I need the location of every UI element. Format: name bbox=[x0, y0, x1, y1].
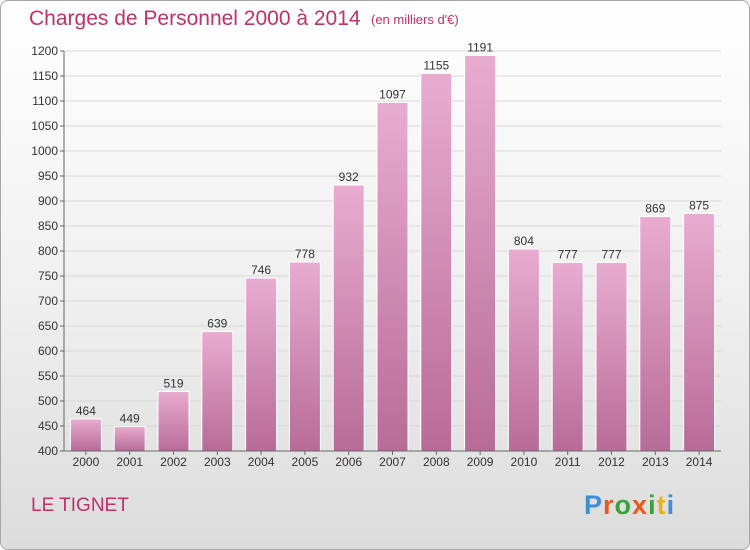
y-tick-label: 1100 bbox=[32, 94, 58, 108]
logo-letter: i bbox=[648, 490, 657, 520]
y-tick-label: 850 bbox=[38, 219, 58, 233]
data-label: 777 bbox=[558, 248, 578, 262]
bar bbox=[113, 426, 146, 452]
x-tick-label: 2003 bbox=[204, 455, 231, 469]
x-tick-label: 2008 bbox=[423, 455, 450, 469]
x-tick-label: 2005 bbox=[292, 455, 319, 469]
y-tick-label: 1000 bbox=[31, 144, 58, 158]
y-axis-ticks: 400 450 500 550 600 650 700 750 800 850 900 950 1000… bbox=[31, 44, 64, 458]
y-tick-label: 500 bbox=[38, 394, 58, 408]
data-label: 1191 bbox=[467, 41, 493, 55]
bar bbox=[639, 216, 672, 452]
data-label: 875 bbox=[689, 199, 709, 213]
x-tick-label: 2014 bbox=[686, 455, 713, 469]
data-labels: 464 449 519 639 746 778 932 1097 1155 1191 804 777 7… bbox=[76, 41, 710, 426]
bar bbox=[683, 213, 716, 452]
y-tick-label: 700 bbox=[38, 294, 58, 308]
data-label: 639 bbox=[207, 317, 227, 331]
y-tick-label: 600 bbox=[38, 344, 58, 358]
bar bbox=[157, 391, 190, 452]
y-tick-label: 900 bbox=[38, 194, 58, 208]
axes bbox=[63, 51, 721, 452]
bar bbox=[69, 418, 102, 452]
logo-letter: x bbox=[632, 490, 649, 520]
data-label: 746 bbox=[251, 263, 271, 277]
logo-letter: r bbox=[603, 490, 615, 520]
commune-name: LE TIGNET bbox=[31, 495, 129, 516]
y-tick-label: 550 bbox=[38, 369, 58, 383]
y-tick-label: 1050 bbox=[31, 119, 58, 133]
bar bbox=[332, 184, 365, 452]
logo-letter: t bbox=[656, 490, 667, 520]
data-label: 519 bbox=[163, 377, 183, 391]
y-tick-label: 950 bbox=[38, 169, 58, 183]
y-tick-label: 400 bbox=[38, 444, 58, 458]
x-tick-label: 2012 bbox=[598, 455, 625, 469]
x-tick-label: 2013 bbox=[642, 455, 669, 469]
bar bbox=[595, 262, 628, 452]
logo-letter: o bbox=[614, 490, 633, 520]
bar bbox=[288, 261, 321, 452]
bar bbox=[507, 248, 540, 452]
chart-title: Charges de Personnel 2000 à 2014 bbox=[29, 7, 361, 30]
x-tick-label: 2002 bbox=[160, 455, 187, 469]
proxiti-logo: Proxiti bbox=[584, 490, 675, 521]
data-label: 449 bbox=[120, 412, 140, 426]
x-tick-label: 2010 bbox=[511, 455, 538, 469]
logo-letter: P bbox=[584, 490, 604, 520]
y-tick-label: 1200 bbox=[31, 44, 58, 58]
x-tick-label: 2011 bbox=[555, 455, 581, 469]
data-label: 1155 bbox=[423, 59, 449, 73]
bars bbox=[69, 55, 716, 452]
x-axis-ticks: 2000 2001 2002 2003 2004 2005 2006 2007 2008 2009… bbox=[73, 451, 713, 469]
x-tick-label: 2006 bbox=[335, 455, 362, 469]
x-tick-label: 2000 bbox=[73, 455, 100, 469]
bar bbox=[245, 277, 278, 452]
chart-unit-note: (en milliers d'€) bbox=[371, 12, 459, 27]
x-tick-label: 2001 bbox=[116, 455, 143, 469]
x-tick-label: 2009 bbox=[467, 455, 494, 469]
data-label: 777 bbox=[601, 248, 621, 262]
bar bbox=[376, 102, 409, 452]
y-tick-label: 450 bbox=[38, 419, 58, 433]
bar bbox=[201, 331, 234, 452]
bar bbox=[464, 55, 497, 452]
y-tick-label: 800 bbox=[38, 244, 58, 258]
x-tick-label: 2004 bbox=[248, 455, 275, 469]
y-tick-label: 750 bbox=[38, 269, 58, 283]
data-label: 778 bbox=[295, 247, 315, 261]
data-label: 1097 bbox=[379, 88, 406, 102]
logo-letter: i bbox=[666, 490, 676, 520]
bar bbox=[551, 262, 584, 452]
data-label: 932 bbox=[339, 170, 359, 184]
y-tick-label: 1150 bbox=[32, 69, 58, 83]
y-tick-label: 650 bbox=[38, 319, 58, 333]
bar bbox=[420, 73, 453, 452]
data-label: 804 bbox=[514, 234, 534, 248]
data-label: 869 bbox=[645, 202, 665, 216]
data-label: 464 bbox=[76, 404, 96, 418]
x-tick-label: 2007 bbox=[379, 455, 406, 469]
